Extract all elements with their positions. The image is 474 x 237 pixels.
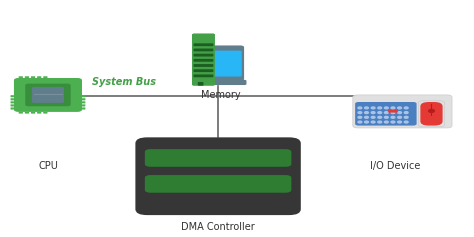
FancyBboxPatch shape — [32, 87, 64, 103]
Circle shape — [398, 116, 401, 118]
Circle shape — [384, 116, 388, 118]
FancyBboxPatch shape — [37, 112, 41, 114]
Circle shape — [371, 112, 375, 114]
FancyBboxPatch shape — [82, 98, 85, 100]
FancyBboxPatch shape — [420, 102, 443, 126]
FancyBboxPatch shape — [193, 74, 213, 77]
FancyBboxPatch shape — [82, 95, 85, 97]
FancyBboxPatch shape — [10, 101, 14, 103]
FancyBboxPatch shape — [14, 78, 82, 112]
FancyBboxPatch shape — [388, 110, 398, 113]
FancyBboxPatch shape — [25, 84, 71, 106]
Circle shape — [365, 116, 368, 118]
FancyBboxPatch shape — [198, 82, 203, 86]
Circle shape — [384, 112, 388, 114]
Text: Data Count: Data Count — [190, 179, 247, 188]
FancyBboxPatch shape — [193, 69, 213, 72]
FancyBboxPatch shape — [193, 64, 213, 67]
FancyBboxPatch shape — [43, 112, 47, 114]
Circle shape — [358, 107, 362, 109]
FancyBboxPatch shape — [211, 51, 242, 77]
FancyBboxPatch shape — [193, 59, 213, 62]
Text: I/O Device: I/O Device — [370, 161, 420, 171]
Circle shape — [378, 112, 382, 114]
Circle shape — [391, 112, 395, 114]
Circle shape — [428, 109, 434, 112]
FancyBboxPatch shape — [193, 59, 213, 62]
FancyBboxPatch shape — [198, 82, 203, 86]
FancyBboxPatch shape — [145, 149, 292, 167]
FancyBboxPatch shape — [82, 104, 85, 106]
Circle shape — [371, 107, 375, 109]
FancyBboxPatch shape — [193, 74, 213, 77]
FancyBboxPatch shape — [37, 76, 41, 78]
Circle shape — [365, 112, 368, 114]
FancyBboxPatch shape — [192, 34, 215, 86]
FancyBboxPatch shape — [82, 107, 85, 109]
FancyBboxPatch shape — [145, 175, 292, 193]
FancyBboxPatch shape — [18, 112, 23, 114]
FancyBboxPatch shape — [43, 76, 47, 78]
Circle shape — [378, 116, 382, 118]
FancyBboxPatch shape — [10, 98, 14, 100]
FancyBboxPatch shape — [193, 43, 213, 46]
FancyBboxPatch shape — [209, 46, 244, 81]
Circle shape — [365, 121, 368, 123]
Circle shape — [378, 121, 382, 123]
Circle shape — [365, 107, 368, 109]
Text: DMA Controller: DMA Controller — [181, 222, 255, 232]
Circle shape — [398, 121, 401, 123]
FancyBboxPatch shape — [192, 34, 215, 86]
Circle shape — [371, 121, 375, 123]
Circle shape — [358, 112, 362, 114]
Circle shape — [371, 116, 375, 118]
FancyBboxPatch shape — [419, 101, 445, 127]
FancyBboxPatch shape — [193, 49, 213, 51]
FancyBboxPatch shape — [193, 54, 213, 57]
FancyBboxPatch shape — [25, 112, 29, 114]
Circle shape — [398, 107, 401, 109]
Circle shape — [404, 116, 408, 118]
Circle shape — [404, 107, 408, 109]
Text: Starting Address: Starting Address — [175, 154, 261, 163]
Circle shape — [358, 121, 362, 123]
Circle shape — [378, 107, 382, 109]
Circle shape — [384, 107, 388, 109]
FancyBboxPatch shape — [25, 76, 29, 78]
FancyBboxPatch shape — [136, 137, 301, 215]
Circle shape — [391, 116, 395, 118]
FancyBboxPatch shape — [355, 102, 417, 126]
FancyBboxPatch shape — [193, 54, 213, 57]
FancyBboxPatch shape — [82, 101, 85, 103]
FancyBboxPatch shape — [31, 112, 35, 114]
Circle shape — [391, 107, 395, 109]
Circle shape — [404, 112, 408, 114]
Circle shape — [358, 116, 362, 118]
Text: System Bus: System Bus — [91, 77, 155, 87]
FancyBboxPatch shape — [193, 64, 213, 67]
FancyBboxPatch shape — [10, 107, 14, 109]
Circle shape — [398, 112, 401, 114]
FancyBboxPatch shape — [18, 76, 23, 78]
Text: CPU: CPU — [38, 161, 58, 171]
FancyBboxPatch shape — [206, 80, 246, 85]
FancyBboxPatch shape — [193, 69, 213, 72]
FancyBboxPatch shape — [193, 43, 213, 46]
FancyBboxPatch shape — [353, 95, 452, 128]
Circle shape — [391, 121, 395, 123]
Circle shape — [404, 121, 408, 123]
FancyBboxPatch shape — [193, 49, 213, 51]
FancyBboxPatch shape — [10, 95, 14, 97]
FancyBboxPatch shape — [10, 104, 14, 106]
Text: Memory: Memory — [201, 90, 240, 100]
FancyBboxPatch shape — [31, 76, 35, 78]
Circle shape — [384, 121, 388, 123]
